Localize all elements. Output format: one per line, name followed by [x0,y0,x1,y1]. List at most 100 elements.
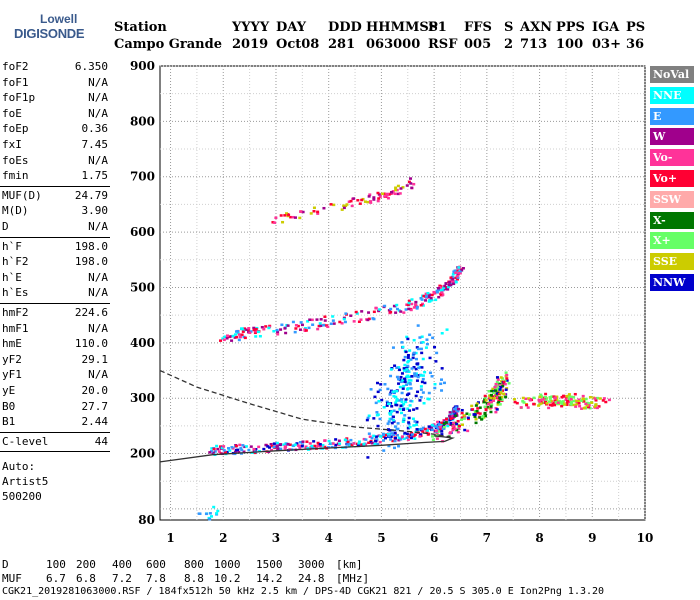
trace-point [498,397,502,401]
trace-point [383,304,387,308]
trace-point [298,328,302,331]
trace-point [481,414,485,418]
param-value: 7.45 [81,138,109,151]
trace-point [372,198,376,201]
trace-point [584,397,588,401]
trace-point [427,425,431,428]
trace-point [406,337,410,341]
trace-point [431,336,435,340]
trace-point [385,400,389,404]
trace-point [454,406,458,409]
trace-point [407,392,411,395]
trace-point [413,433,417,436]
trace-point [501,384,505,388]
header-row1-cell: DDD [328,20,362,35]
trace-point [303,327,307,330]
param-value: N/A [88,368,108,382]
footer-muf-value: 6.8 [76,572,96,585]
footer-d-unit: [km] [336,558,363,571]
trace-point [575,402,579,405]
trace-point [415,305,419,309]
trace-point [472,413,476,416]
param-separator [0,303,110,304]
trace-point [573,399,577,402]
param-row: yF1 N/A [2,368,108,382]
trace-point [354,310,358,314]
trace-point [294,327,298,330]
trace-point [594,403,598,406]
trace-point [498,403,502,406]
trace-point [483,405,487,409]
trace-point [447,283,451,287]
trace-point [460,423,464,426]
trace-point [452,282,456,286]
trace-point [428,371,432,375]
x-tick-label: 1 [166,531,174,545]
trace-point [572,399,576,403]
trace-point [373,442,377,446]
trace-point [401,345,405,349]
trace-point [565,395,569,398]
trace-point [225,450,229,454]
trace-point [436,286,440,290]
trace-point [247,329,251,332]
trace-point [578,404,582,408]
trace-point [275,445,279,448]
trace-point [498,396,502,399]
trace-spread-f [365,324,449,459]
trace-point [346,440,350,444]
trace-point [442,422,446,426]
trace-point [433,386,437,390]
trace-point [406,426,410,430]
trace-point [494,389,498,392]
trace-point [495,380,499,384]
trace-point [551,401,555,405]
y-tick-label: 800 [130,114,155,128]
trace-point [467,413,471,416]
trace-point [394,311,398,314]
trace-point [410,375,414,378]
trace-point [385,404,389,407]
trace-point [407,301,411,305]
trace-point [304,446,308,450]
trace-point [270,444,274,448]
trace-point [572,395,576,399]
trace-point [407,422,411,426]
trace-point [457,424,461,428]
trace-point [326,325,330,329]
trace-point [388,417,392,421]
trace-point [338,442,342,445]
trace-point [451,272,455,276]
trace-point [439,428,443,432]
trace-point [403,363,407,367]
trace-point [489,410,493,414]
trace-point [398,368,402,372]
trace-o-f-trace [208,405,461,457]
trace-point [272,442,276,445]
trace-point [496,395,500,399]
param-key: fmin [2,169,29,183]
trace-point [367,195,371,198]
trace-point [358,202,362,205]
trace-point [392,420,396,423]
param-value: N/A [88,270,108,284]
param-row: hmF1 N/A [2,322,108,336]
trace-point [453,269,457,273]
trace-point [377,400,381,403]
trace-point [496,378,500,381]
trace-point [303,328,307,331]
trace-point [357,442,361,446]
trace-point [349,442,353,446]
trace-point [283,445,287,448]
logo-digisonde: DIGISONDE [14,26,85,41]
trace-point [505,377,509,380]
trace-point [372,434,376,438]
trace-point [521,396,525,400]
trace-point [398,385,402,389]
trace-point [409,379,413,382]
trace-point [223,335,227,338]
trace-point [484,408,488,412]
param-key: foEp [2,122,29,136]
trace-point [563,403,567,406]
trace-point [264,325,268,328]
